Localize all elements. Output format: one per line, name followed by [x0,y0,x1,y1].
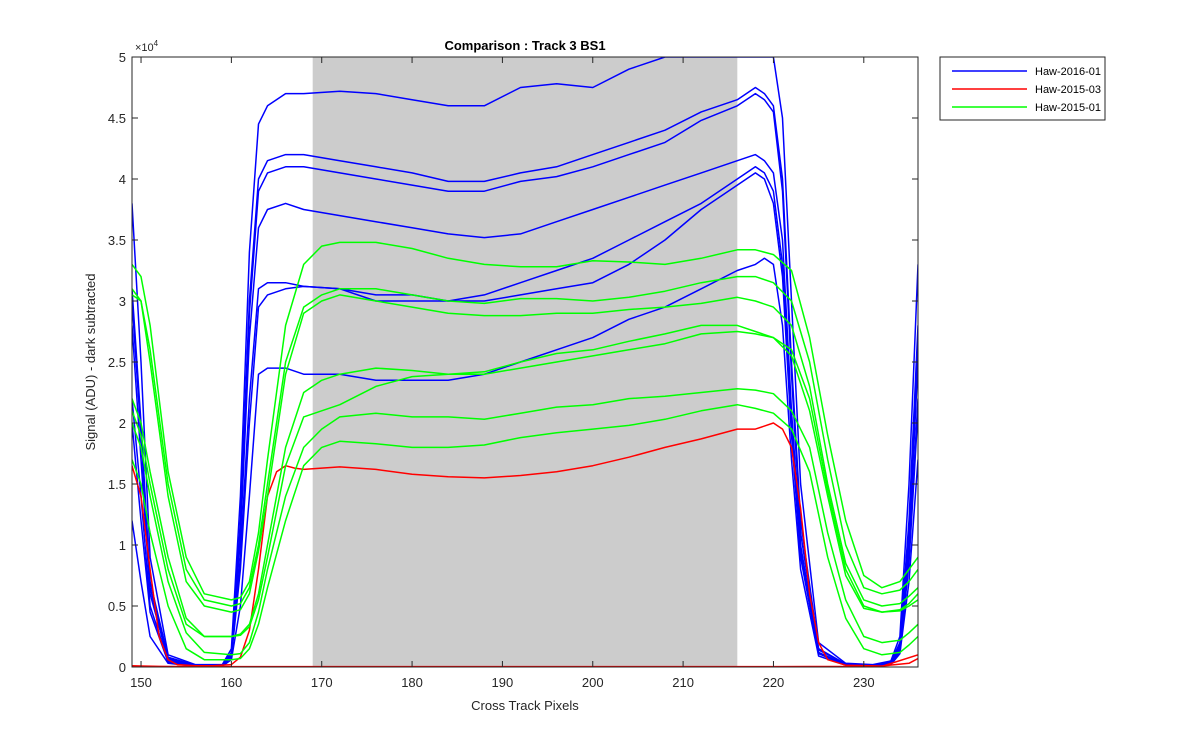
x-tick-label: 230 [853,675,875,690]
shaded-region-layer [312,57,738,667]
series-line-haw-2015-01-14 [132,388,918,656]
series-line-haw-2015-01-15 [132,403,918,661]
x-axis-ticks: 150 160 170 180 190 200 210 220 230 [130,57,875,690]
y-tick-label: 1 [119,538,126,553]
series-line-haw-2015-01-9 [132,241,918,601]
chart-title: Comparison : Track 3 BS1 [444,38,605,53]
series-line-haw-2016-01-6 [132,257,918,667]
y-axis-label: Signal (ADU) - dark subtracted [83,273,98,450]
y-tick-label: 0.5 [108,599,126,614]
y-tick-label: 4.5 [108,111,126,126]
y-tick-label: 1.5 [108,477,126,492]
x-tick-label: 160 [221,675,243,690]
series-line-haw-2015-01-10 [132,275,918,607]
legend-label-haw-2016-01: Haw-2016-01 [1035,66,1101,78]
series-line-haw-2016-01-5 [132,166,918,667]
series-lines-layer [132,57,918,667]
y-axis-exponent-label: ×104 [135,39,159,54]
legend: Haw-2016-01 Haw-2015-03 Haw-2015-01 [939,56,1106,121]
x-tick-label: 200 [582,675,604,690]
series-line-haw-2015-03-7 [132,422,918,667]
y-tick-label: 3.5 [108,233,126,248]
y-tick-label: 4 [119,172,126,187]
x-tick-label: 170 [311,675,333,690]
y-tick-label: 2 [119,416,126,431]
y-tick-label: 3 [119,294,126,309]
series-line-haw-2015-01-11 [132,294,918,613]
legend-label-haw-2015-01: Haw-2015-01 [1035,102,1101,114]
x-tick-label: 190 [492,675,514,690]
x-axis-label: Cross Track Pixels [471,698,579,713]
shaded-region [312,57,738,667]
series-line-haw-2015-01-13 [132,330,918,638]
legend-label-haw-2015-03: Haw-2015-03 [1035,84,1101,96]
y-tick-label: 2.5 [108,355,126,370]
y-tick-label: 0 [119,660,126,675]
x-tick-label: 210 [672,675,694,690]
y-tick-label: 5 [119,50,126,65]
x-tick-label: 150 [130,675,152,690]
y-axis-ticks: 0 0.5 1 1.5 2 2.5 3 3.5 4 4.5 5 [108,50,918,675]
x-tick-label: 180 [401,675,423,690]
x-tick-label: 220 [763,675,785,690]
